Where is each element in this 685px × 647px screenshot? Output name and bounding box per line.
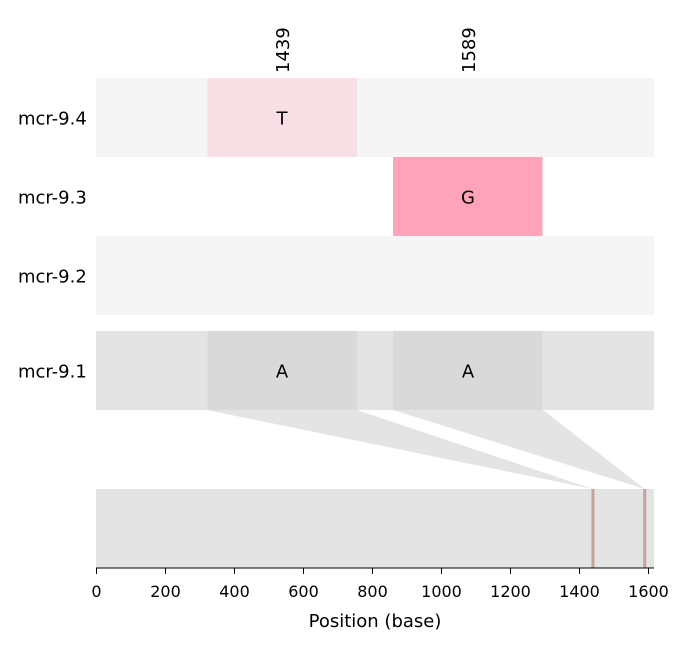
variant-position-labels: 1439 1589 bbox=[273, 27, 480, 73]
x-tick-label: 1200 bbox=[490, 582, 531, 601]
variant-cell bbox=[393, 331, 543, 410]
x-tick-label: 1400 bbox=[559, 582, 600, 601]
overview-variant-marker bbox=[591, 489, 595, 568]
x-tick-label: 400 bbox=[219, 582, 250, 601]
overview-sequence bbox=[96, 489, 654, 568]
variant-position-label: 1439 bbox=[273, 27, 294, 73]
variant-cell bbox=[207, 78, 357, 157]
variant-base-label: G bbox=[461, 188, 475, 209]
overview-variant-marker bbox=[643, 489, 647, 568]
x-tick-label: 800 bbox=[357, 582, 388, 601]
track-mcr-9.3 bbox=[96, 157, 654, 236]
track-mcr-9.2 bbox=[96, 236, 654, 315]
zoom-connectors bbox=[207, 410, 645, 489]
variant-cell bbox=[207, 331, 357, 410]
x-tick-label: 0 bbox=[91, 582, 101, 601]
variant-position-label: 1589 bbox=[459, 27, 480, 73]
x-tick-label: 600 bbox=[288, 582, 319, 601]
variant-cell bbox=[393, 157, 543, 236]
track-labels: mcr-9.4 mcr-9.3 mcr-9.2 mcr-9.1 bbox=[18, 109, 87, 383]
variant-base-label: A bbox=[276, 362, 289, 383]
track-label: mcr-9.3 bbox=[18, 188, 87, 209]
track-label: mcr-9.1 bbox=[18, 362, 87, 383]
zoom-connector bbox=[207, 410, 593, 489]
track-mcr-9.4 bbox=[96, 78, 654, 157]
variant-cells: T G A A bbox=[207, 78, 543, 410]
track-label: mcr-9.2 bbox=[18, 267, 87, 288]
x-axis-label: Position (base) bbox=[309, 611, 442, 632]
track-mcr-9.1 bbox=[96, 331, 654, 410]
x-tick-label: 200 bbox=[150, 582, 181, 601]
x-axis: Position (base) 0 200 400 600 800 1000 1200 140… bbox=[91, 567, 669, 632]
x-tick-label: 1600 bbox=[628, 582, 669, 601]
variant-base-label: A bbox=[462, 362, 475, 383]
sequence-tracks bbox=[96, 78, 654, 410]
overview-track bbox=[96, 489, 654, 568]
zoom-connector bbox=[393, 410, 645, 489]
x-tick-label: 1000 bbox=[421, 582, 462, 601]
variant-base-label: T bbox=[276, 109, 289, 130]
track-label: mcr-9.4 bbox=[18, 109, 87, 130]
